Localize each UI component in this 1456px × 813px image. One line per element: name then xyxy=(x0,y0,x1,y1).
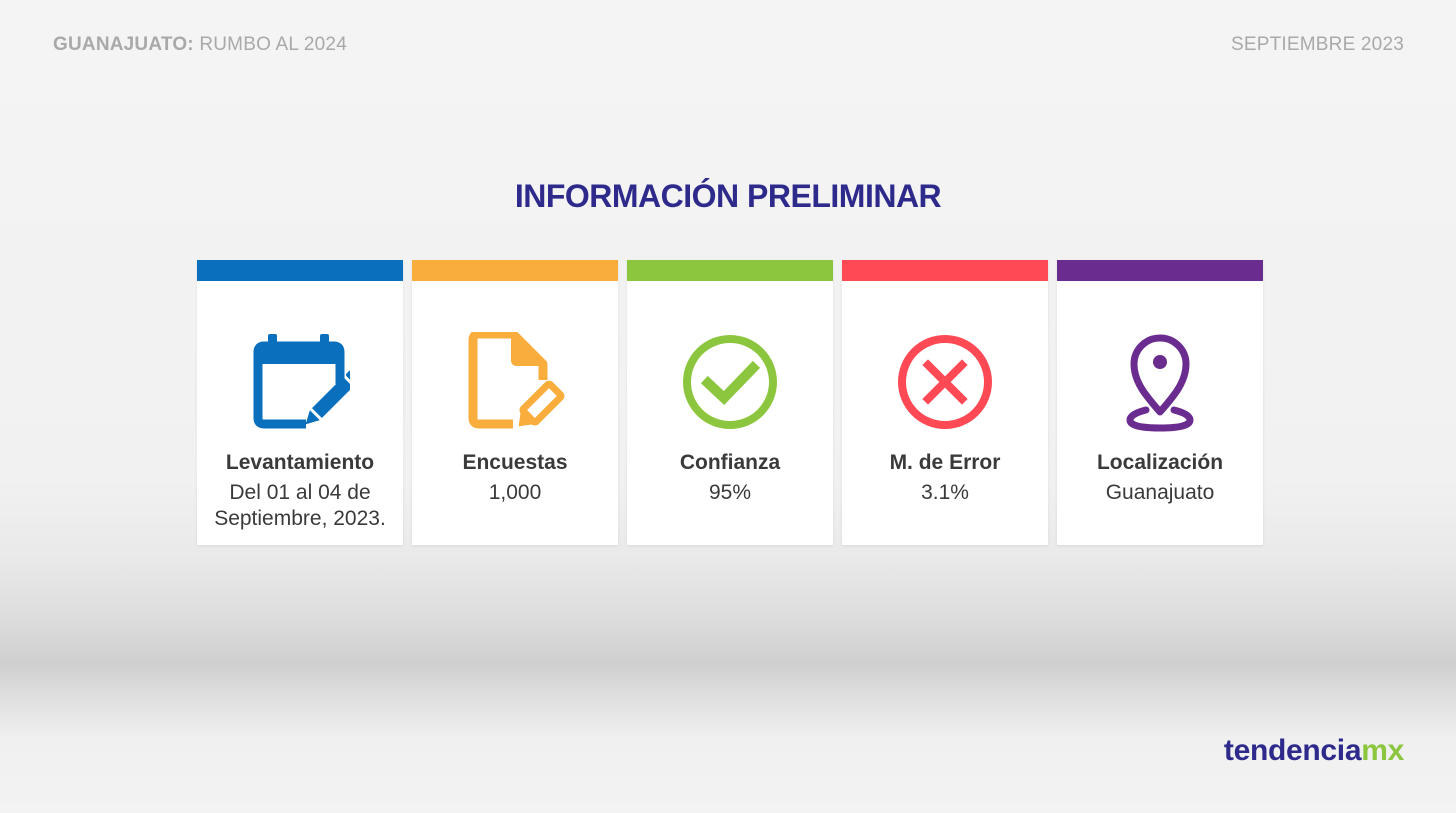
card-value: 3.1% xyxy=(921,481,969,504)
card-color-bar xyxy=(842,260,1048,281)
card-margen-error: M. de Error 3.1% xyxy=(842,260,1048,545)
location-pin-icon xyxy=(1110,332,1210,432)
card-value: 95% xyxy=(708,481,752,504)
card-label: Levantamiento xyxy=(225,451,375,474)
page-title: INFORMACIÓN PRELIMINAR xyxy=(514,178,942,214)
info-cards: Levantamiento Del 01 al 04 de Septiembre… xyxy=(197,260,1263,545)
card-levantamiento: Levantamiento Del 01 al 04 de Septiembre… xyxy=(197,260,403,545)
brand-logo: tendenciamx xyxy=(1224,734,1404,768)
card-color-bar xyxy=(1057,260,1263,281)
card-label: Encuestas xyxy=(462,451,568,474)
card-value: 1,000 xyxy=(488,481,542,504)
brand-part2: mx xyxy=(1361,734,1404,767)
card-encuestas: Encuestas 1,000 xyxy=(412,260,618,545)
card-color-bar xyxy=(412,260,618,281)
header-date: SEPTIEMBRE 2023 xyxy=(1230,34,1404,55)
header-subtitle: RUMBO AL 2024 xyxy=(193,34,347,55)
document-edit-icon xyxy=(465,329,565,432)
card-confianza: Confianza 95% xyxy=(627,260,833,545)
brand-part1: tendencia xyxy=(1223,734,1362,767)
check-circle-icon xyxy=(680,332,780,432)
card-color-bar xyxy=(627,260,833,281)
card-value: Del 01 al 04 de Septiembre, 2023. xyxy=(214,481,386,530)
card-label: M. de Error xyxy=(889,451,1001,474)
header-region: GUANAJUATO: xyxy=(53,34,194,55)
card-color-bar xyxy=(197,260,403,281)
card-value: Guanajuato xyxy=(1105,481,1215,504)
card-label: Confianza xyxy=(679,451,781,474)
card-localizacion: Localización Guanajuato xyxy=(1057,260,1263,545)
calendar-edit-icon xyxy=(250,332,360,432)
header-left: GUANAJUATO: RUMBO AL 2024 xyxy=(53,34,347,56)
x-circle-icon xyxy=(895,332,995,432)
card-label: Localización xyxy=(1096,451,1224,474)
